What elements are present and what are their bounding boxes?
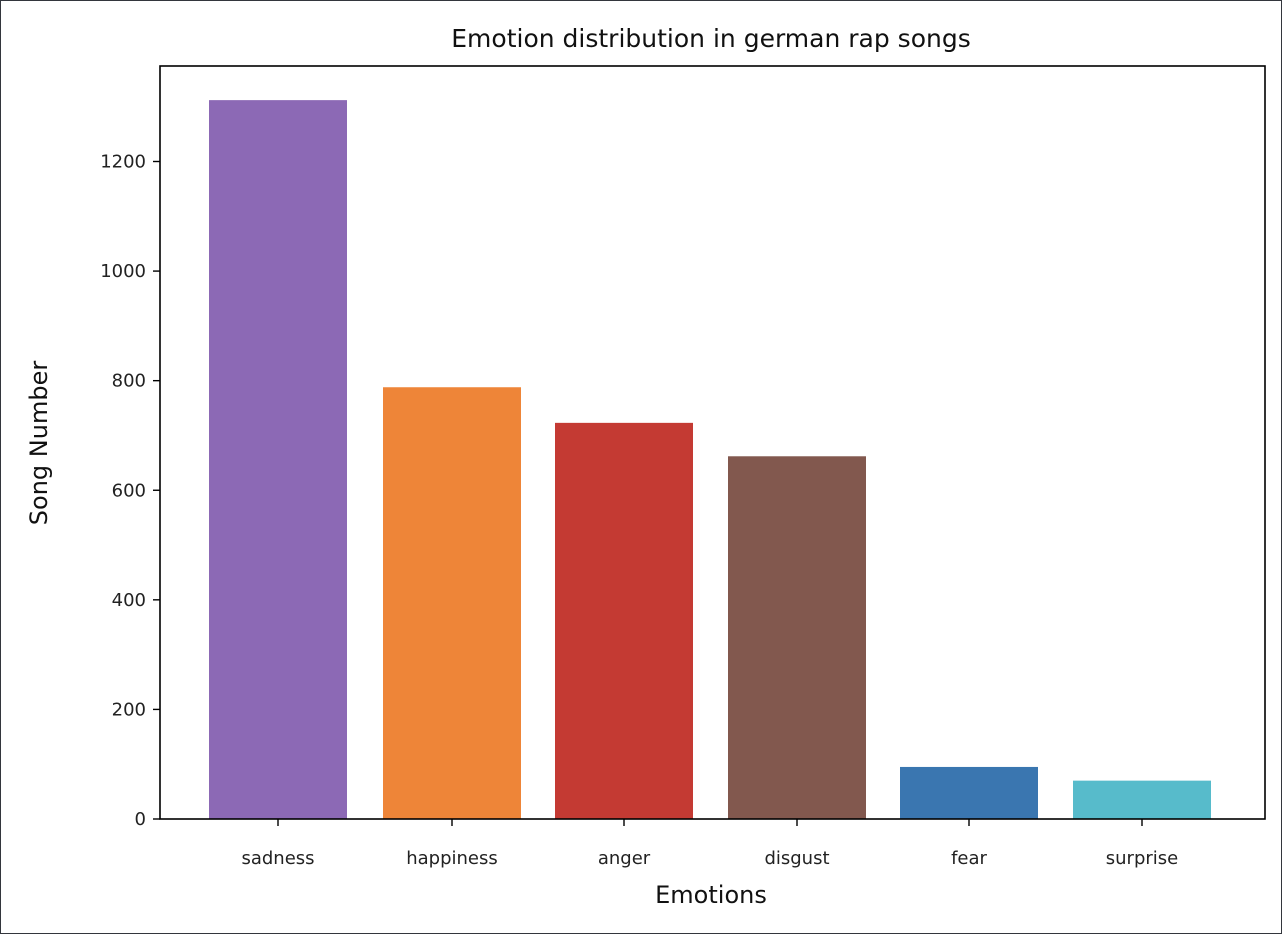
y-tick-label: 1000 xyxy=(100,261,146,282)
y-tick-label: 1200 xyxy=(100,152,146,173)
x-tick-label: happiness xyxy=(406,848,498,869)
y-tick-label: 600 xyxy=(112,480,146,501)
y-tick-label: 800 xyxy=(112,371,146,392)
bar-sadness xyxy=(209,100,347,820)
x-axis-title: Emotions xyxy=(655,881,767,909)
bar-surprise xyxy=(1073,780,1211,819)
x-tick-label: surprise xyxy=(1106,848,1178,869)
chart-title: Emotion distribution in german rap songs xyxy=(451,24,970,53)
x-tick-label: sadness xyxy=(241,848,314,869)
y-tick-label: 400 xyxy=(112,590,146,611)
bar-anger xyxy=(555,422,693,819)
bar-disgust xyxy=(728,456,866,819)
bar-happiness xyxy=(383,387,521,819)
y-tick-label: 0 xyxy=(135,809,146,830)
y-tick-label: 200 xyxy=(112,699,146,720)
x-tick-label: disgust xyxy=(764,848,829,869)
plot-area-frame xyxy=(159,65,1266,820)
bar-fear xyxy=(900,766,1038,819)
x-tick-label: anger xyxy=(598,848,651,869)
y-axis-title: Song Number xyxy=(25,361,53,526)
x-tick-label: fear xyxy=(951,848,987,869)
